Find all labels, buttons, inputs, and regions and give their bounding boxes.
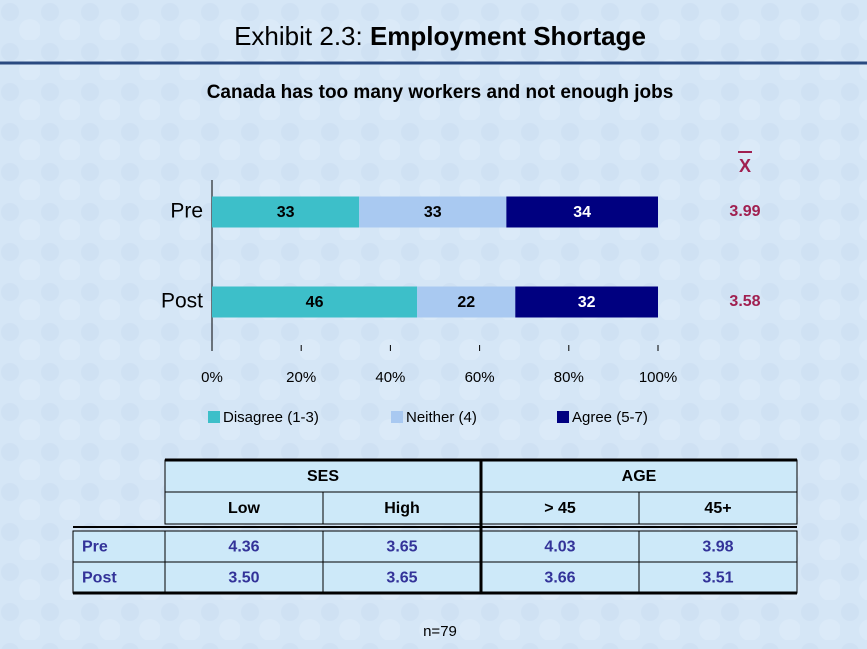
table-cell xyxy=(638,491,798,525)
table-cell xyxy=(638,561,798,594)
bar-segment xyxy=(417,286,516,318)
legend-swatch xyxy=(391,411,403,423)
bar-segment xyxy=(212,196,360,228)
title: Exhibit 2.3: Employment Shortage xyxy=(234,21,646,51)
table-value: 4.36 xyxy=(228,539,259,556)
bar-segment xyxy=(359,196,507,228)
data-label: 33 xyxy=(277,204,295,221)
data-label: 34 xyxy=(573,204,591,221)
x-tick-label: 80% xyxy=(554,369,584,386)
row-label: Pre xyxy=(82,539,108,556)
x-tick-label: 40% xyxy=(375,369,405,386)
table-cell xyxy=(164,561,324,594)
footer: n=79 xyxy=(423,623,457,640)
mean-header: X xyxy=(739,156,751,176)
legend-label: Agree (5-7) xyxy=(572,409,648,426)
x-tick-label: 0% xyxy=(201,369,223,386)
column-header: High xyxy=(384,500,420,517)
table-cell xyxy=(638,530,798,563)
data-label: 22 xyxy=(457,294,475,311)
column-header: Low xyxy=(228,500,261,517)
x-tick-label: 20% xyxy=(286,369,316,386)
title-main: Employment Shortage xyxy=(370,21,646,51)
legend-swatch xyxy=(208,411,220,423)
bar-segment xyxy=(212,286,418,318)
column-header: > 45 xyxy=(544,500,576,517)
table-cell xyxy=(480,491,640,525)
table-cell xyxy=(72,530,166,563)
table-cell xyxy=(322,561,482,594)
legend-label: Disagree (1-3) xyxy=(223,409,319,426)
bar-segment xyxy=(515,286,658,318)
table-cell xyxy=(164,530,324,563)
table-value: 3.98 xyxy=(702,539,733,556)
bar-segment xyxy=(506,196,658,228)
table-value: 3.51 xyxy=(702,570,733,587)
table-cell xyxy=(480,530,640,563)
table-value: 3.65 xyxy=(386,570,417,587)
x-tick-label: 100% xyxy=(639,369,677,386)
title-prefix: Exhibit 2.3: xyxy=(234,21,363,51)
column-header: 45+ xyxy=(704,500,731,517)
table-value: 3.65 xyxy=(386,539,417,556)
table-value: 3.50 xyxy=(228,570,259,587)
data-label: 32 xyxy=(578,294,596,311)
group-header: AGE xyxy=(622,468,657,485)
mean-value: 3.99 xyxy=(729,203,760,220)
row-label: Post xyxy=(82,570,117,587)
legend-swatch xyxy=(557,411,569,423)
x-tick-label: 60% xyxy=(465,369,495,386)
table-value: 3.66 xyxy=(544,570,575,587)
table-cell xyxy=(322,491,482,525)
data-label: 33 xyxy=(424,204,442,221)
table-value: 4.03 xyxy=(544,539,575,556)
mean-value: 3.58 xyxy=(729,293,760,310)
subtitle: Canada has too many workers and not enou… xyxy=(207,82,674,103)
table: SES AGE Low High > 45 45+ Pre 4.36 3.65 4.03 3.98 P… xyxy=(72,458,798,595)
group-header: SES xyxy=(307,468,339,485)
category-label: Post xyxy=(161,290,203,313)
category-label: Pre xyxy=(170,200,203,223)
table-cell xyxy=(72,561,166,594)
data-label: 46 xyxy=(306,294,324,311)
legend-label: Neither (4) xyxy=(406,409,477,426)
